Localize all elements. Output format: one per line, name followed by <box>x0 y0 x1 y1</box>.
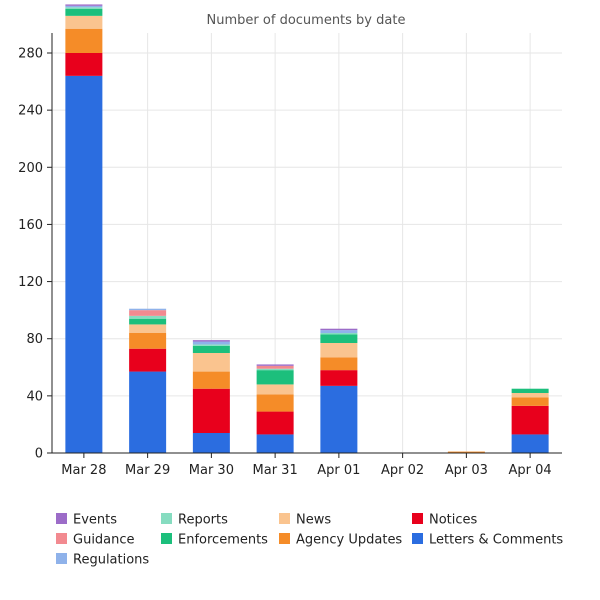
x-tick-label: Apr 04 <box>509 463 552 478</box>
x-tick-label: Apr 01 <box>317 463 360 478</box>
legend-item-news[interactable]: News <box>279 513 331 528</box>
bar-letters-and-comments-apr-04[interactable] <box>511 434 549 453</box>
bar-news-apr-04[interactable] <box>511 393 549 398</box>
y-tick-label: 120 <box>18 275 43 290</box>
y-tick-label: 0 <box>35 447 43 462</box>
bar-agency-updates-mar-30[interactable] <box>192 371 230 389</box>
legend-label: Letters & Comments <box>429 533 563 548</box>
bar-news-apr-01[interactable] <box>320 343 358 358</box>
x-tick-label: Mar 31 <box>253 463 298 478</box>
bar-events-apr-01[interactable] <box>320 328 358 331</box>
bar-events-mar-31[interactable] <box>256 364 294 366</box>
bar-events-mar-28[interactable] <box>65 4 103 6</box>
bar-regulations-apr-01[interactable] <box>320 330 358 333</box>
bar-news-mar-31[interactable] <box>256 384 294 395</box>
bar-news-mar-30[interactable] <box>192 353 230 372</box>
legend-label: Enforcements <box>178 533 268 548</box>
y-tick-label: 80 <box>26 332 43 347</box>
legend-label: Agency Updates <box>296 533 402 548</box>
bar-regulations-mar-28[interactable] <box>65 5 103 8</box>
legend-item-agency-updates[interactable]: Agency Updates <box>279 533 402 548</box>
legend-swatch <box>412 513 423 524</box>
legend: Events Reports News Notices Guidance Enforcem… <box>56 513 563 568</box>
legend-swatch <box>56 533 67 544</box>
bar-guidance-mar-31[interactable] <box>256 365 294 369</box>
legend-label: Guidance <box>73 533 135 548</box>
legend-item-regulations[interactable]: Regulations <box>56 553 149 568</box>
legend-item-reports[interactable]: Reports <box>161 513 228 528</box>
bar-notices-mar-28[interactable] <box>65 53 103 76</box>
bar-enforcements-apr-04[interactable] <box>511 388 549 393</box>
legend-item-notices[interactable]: Notices <box>412 513 478 528</box>
y-tick-label: 200 <box>18 161 43 176</box>
bar-enforcements-mar-30[interactable] <box>192 345 230 353</box>
bar-news-mar-28[interactable] <box>65 15 103 29</box>
bar-agency-updates-mar-28[interactable] <box>65 28 103 53</box>
bar-guidance-mar-29[interactable] <box>129 310 167 316</box>
y-tick-label: 160 <box>18 218 43 233</box>
legend-item-letters-and-comments[interactable]: Letters & Comments <box>412 533 563 548</box>
y-tick-label: 280 <box>18 47 43 62</box>
grid-lines <box>52 33 562 454</box>
bar-agency-updates-apr-03[interactable] <box>447 451 485 453</box>
bar-enforcements-mar-31[interactable] <box>256 370 294 385</box>
legend-swatch <box>279 513 290 524</box>
bar-agency-updates-mar-31[interactable] <box>256 394 294 412</box>
bars <box>65 4 549 453</box>
bar-notices-mar-30[interactable] <box>192 388 230 433</box>
bar-letters-and-comments-mar-28[interactable] <box>65 75 103 453</box>
axes: 0 40 80 120 160 200 240 280 Mar 28 Mar 29 Mar 30 Ma… <box>18 33 562 478</box>
x-tick-label: Mar 30 <box>189 463 234 478</box>
bar-enforcements-mar-28[interactable] <box>65 8 103 16</box>
x-tick-label: Mar 28 <box>61 463 106 478</box>
bar-notices-apr-04[interactable] <box>511 405 549 435</box>
bar-reports-mar-31[interactable] <box>256 368 294 371</box>
bar-enforcements-apr-01[interactable] <box>320 334 358 343</box>
bar-letters-and-comments-mar-31[interactable] <box>256 434 294 453</box>
bar-regulations-mar-29[interactable] <box>129 308 167 311</box>
y-tick-label: 240 <box>18 104 43 119</box>
legend-swatch <box>56 513 67 524</box>
legend-item-guidance[interactable]: Guidance <box>56 533 135 548</box>
bar-notices-apr-01[interactable] <box>320 370 358 386</box>
x-tick-label: Apr 03 <box>445 463 488 478</box>
bar-reports-apr-01[interactable] <box>320 333 358 335</box>
bar-news-mar-29[interactable] <box>129 324 167 333</box>
bar-notices-mar-29[interactable] <box>129 348 167 372</box>
legend-item-enforcements[interactable]: Enforcements <box>161 533 268 548</box>
bar-notices-mar-31[interactable] <box>256 411 294 435</box>
legend-swatch <box>161 513 172 524</box>
x-tick-label: Mar 29 <box>125 463 170 478</box>
bar-reports-mar-28[interactable] <box>65 7 103 9</box>
legend-label: Regulations <box>73 553 149 568</box>
chart-title: Number of documents by date <box>207 13 406 28</box>
bar-agency-updates-mar-29[interactable] <box>129 333 167 349</box>
legend-label: Reports <box>178 513 228 528</box>
legend-label: Events <box>73 513 117 528</box>
legend-swatch <box>161 533 172 544</box>
bar-agency-updates-apr-04[interactable] <box>511 397 549 406</box>
bar-letters-and-comments-mar-30[interactable] <box>192 433 230 453</box>
y-tick-label: 40 <box>26 389 43 404</box>
x-tick-label: Apr 02 <box>381 463 424 478</box>
legend-swatch <box>56 553 67 564</box>
legend-swatch <box>412 533 423 544</box>
bar-enforcements-mar-29[interactable] <box>129 318 167 325</box>
bar-letters-and-comments-mar-29[interactable] <box>129 371 167 453</box>
legend-swatch <box>279 533 290 544</box>
bar-events-mar-30[interactable] <box>192 340 230 342</box>
bar-reports-mar-30[interactable] <box>192 344 230 346</box>
bar-letters-and-comments-apr-01[interactable] <box>320 385 358 453</box>
bar-reports-mar-29[interactable] <box>129 315 167 319</box>
legend-item-events[interactable]: Events <box>56 513 117 528</box>
bar-agency-updates-apr-01[interactable] <box>320 357 358 371</box>
bar-regulations-mar-30[interactable] <box>192 341 230 345</box>
legend-label: News <box>296 513 331 528</box>
legend-label: Notices <box>429 513 478 528</box>
